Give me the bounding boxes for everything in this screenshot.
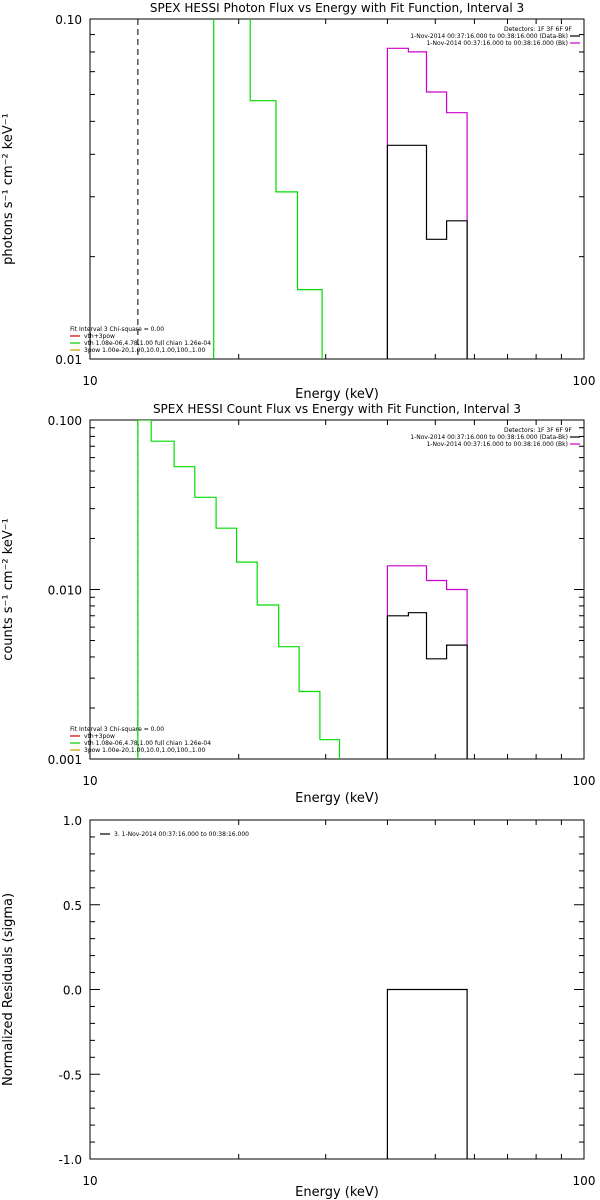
x-axis-label: Energy (keV)	[295, 791, 379, 806]
y-tick-label: -1.0	[59, 1153, 82, 1167]
legend-entry-label: 1-Nov-2014 00:37:16.000 to 00:38:16.000 …	[426, 40, 568, 47]
series-line-1	[386, 988, 468, 1159]
chart-panel-3: 10 100 -1.0 -0.5 0.0 0.5 1.0 Energy (keV) Normal…	[1, 814, 595, 1200]
series-line-1	[213, 19, 323, 359]
y-tick-label: 0.01	[55, 353, 82, 367]
legend-entry-label: 3pow 1.00e-20,1.00,10.0,1.00,100.,1.00	[84, 347, 205, 354]
series-line-2	[386, 47, 468, 359]
y-axis-label: counts s⁻¹ cm⁻² keV⁻¹	[1, 518, 16, 661]
y-tick-label: 0.5	[63, 899, 82, 913]
x-tick-label: 10	[82, 374, 97, 388]
legend-header: Fit Interval 3 Chi-square = 0.00	[70, 726, 164, 733]
chart-panel-1: 10 100 0.01 0.10 SPEX HESSI Photon Flux vs E…	[1, 1, 596, 402]
y-tick-label: 0.010	[48, 584, 82, 598]
plot-area	[386, 988, 468, 1159]
plot-frame	[89, 18, 585, 360]
y-tick-label: 0.10	[55, 13, 82, 27]
y-axis-label: Normalized Residuals (sigma)	[1, 893, 16, 1086]
y-axis-label: photons s⁻¹ cm⁻² keV⁻¹	[1, 113, 16, 265]
series-line-3	[386, 144, 468, 359]
legend-entry-label: 1-Nov-2014 00:37:16.000 to 00:38:16.000 …	[410, 33, 568, 40]
legend-entry-label: 1-Nov-2014 00:37:16.000 to 00:38:16.000 …	[426, 441, 568, 448]
legend-entry-label: vth+3pow	[84, 733, 115, 740]
series-line-2	[386, 565, 468, 759]
plot-area	[213, 19, 468, 359]
x-axis-label: Energy (keV)	[295, 1185, 379, 1200]
chart-title: SPEX HESSI Photon Flux vs Energy with Fi…	[150, 1, 524, 15]
legend-entry-label: vth+3pow	[84, 333, 115, 340]
x-tick-label: 100	[573, 774, 596, 788]
plot-frame	[89, 419, 585, 760]
x-tick-label: 10	[82, 774, 97, 788]
legend-entry-label: vth 1.08e-06,4.78,1.00 full chian 1.26e-…	[84, 340, 211, 347]
legend-header: Detectors: 1F 3F 6F 9F	[504, 26, 573, 33]
series-line-1	[137, 420, 341, 759]
y-tick-label: 0.100	[48, 414, 82, 428]
legend-entry-label: 1-Nov-2014 00:37:16.000 to 00:38:16.000 …	[410, 434, 568, 441]
chart-panel-2: 10 100 0.001 0.010 0.100 SPEX HESSI Count Flu…	[1, 402, 595, 806]
x-tick-label: 10	[82, 1174, 97, 1188]
y-tick-label: 0.0	[63, 984, 82, 998]
legend-header: Fit Interval 3 Chi-square = 0.00	[70, 326, 164, 333]
y-tick-label: 0.001	[48, 753, 82, 767]
x-tick-label: 100	[573, 1174, 596, 1188]
y-tick-label: -0.5	[59, 1068, 82, 1082]
x-axis-label: Energy (keV)	[295, 387, 379, 402]
legend-entry-label: vth 1.08e-06,4.78,1.00 full chian 1.26e-…	[84, 740, 211, 747]
y-tick-label: 1.0	[63, 814, 82, 828]
chart-title: SPEX HESSI Count Flux vs Energy with Fit…	[153, 402, 521, 416]
x-tick-label: 100	[573, 374, 596, 388]
legend-entry-label: 3pow 1.00e-20,1.00,10.0,1.00,100.,1.00	[84, 747, 205, 754]
plot-frame	[89, 819, 585, 1160]
legend-header: Detectors: 1F 3F 6F 9F	[504, 427, 573, 434]
legend-entry-label: 3. 1-Nov-2014 00:37:16.000 to 00:38:16.0…	[114, 831, 249, 838]
series-line-3	[386, 612, 468, 759]
plot-area	[137, 420, 468, 759]
